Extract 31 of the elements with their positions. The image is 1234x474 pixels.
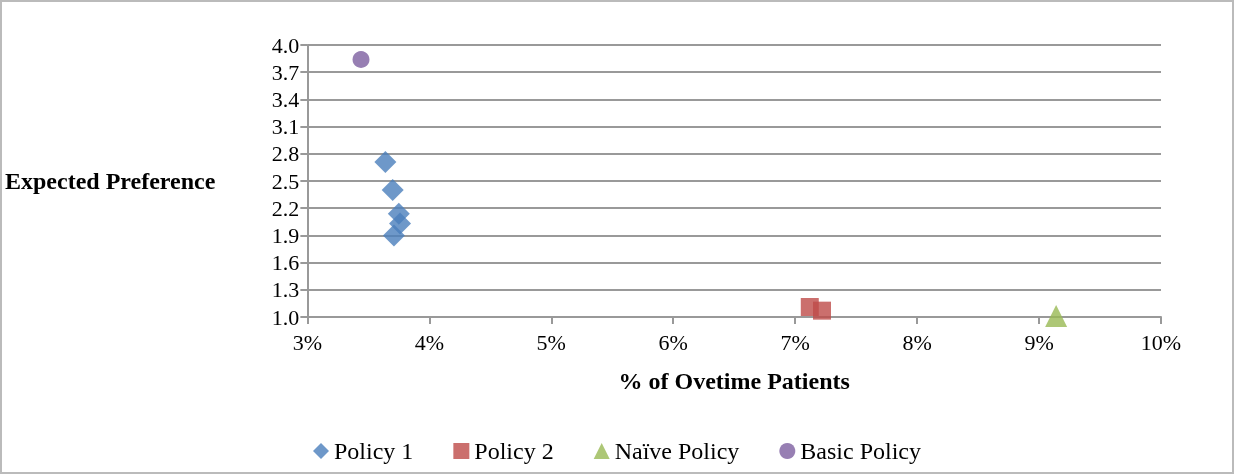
y-axis-title: Expected Preference xyxy=(4,168,216,194)
point xyxy=(352,51,370,68)
x-tick-label: 8% xyxy=(902,329,932,355)
legend-label: Policy 2 xyxy=(474,438,554,464)
x-tick-label: 4% xyxy=(414,329,444,355)
y-tick-label: 2.8 xyxy=(271,141,300,167)
legend-label: Policy 1 xyxy=(334,438,414,464)
point xyxy=(381,179,404,202)
y-tick-label: 3.1 xyxy=(271,114,300,140)
legend-label: Naïve Policy xyxy=(614,438,740,464)
legend-label: Basic Policy xyxy=(800,438,921,464)
y-tick-label: 4.0 xyxy=(271,32,300,58)
x-tick-label: 6% xyxy=(658,329,688,355)
point xyxy=(374,150,397,173)
y-tick-label: 2.5 xyxy=(271,168,300,194)
x-tick-label: 3% xyxy=(292,329,323,355)
y-tick-label: 3.4 xyxy=(271,86,300,112)
x-tick-label: 7% xyxy=(780,329,810,355)
x-tick-label: 5% xyxy=(536,329,566,355)
x-tick-label: 10% xyxy=(1140,329,1182,355)
point xyxy=(812,301,831,320)
y-tick-label: 3.7 xyxy=(271,59,300,85)
point xyxy=(1045,305,1068,328)
x-axis-title: % of Ovetime Patients xyxy=(618,368,850,394)
point xyxy=(382,224,405,247)
y-tick-label: 1.3 xyxy=(271,277,300,303)
x-tick-label: 9% xyxy=(1024,329,1054,355)
y-tick-label: 1.9 xyxy=(271,222,300,248)
y-tick-label: 1.6 xyxy=(271,250,300,276)
y-tick-label: 2.2 xyxy=(271,195,300,221)
y-tick-label: 1.0 xyxy=(271,304,300,330)
